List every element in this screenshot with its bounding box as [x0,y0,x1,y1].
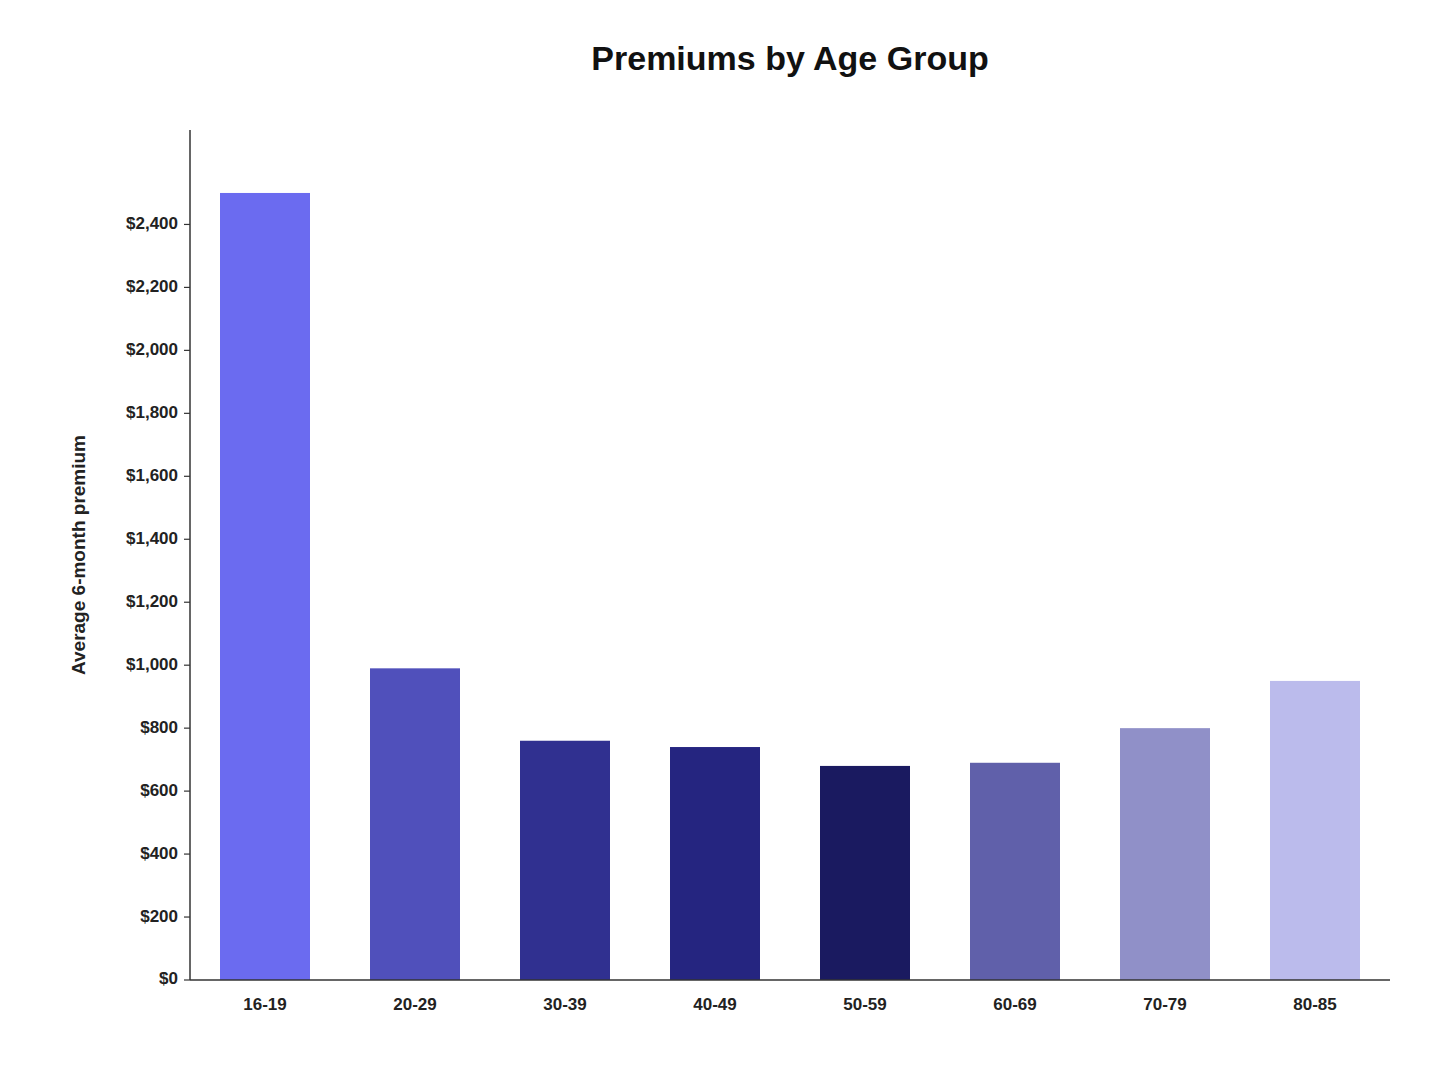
y-tick [184,665,190,666]
x-tick-label: 50-59 [843,995,886,1014]
y-tick-label: $1,800 [126,403,178,422]
bar [1270,681,1360,980]
chart: $0 $200 $400 $600 $800 $1,000 $1,200 $1,400 $1,6… [0,0,1440,1080]
y-tick-label: $1,200 [126,592,178,611]
y-tick-label: $800 [140,718,178,737]
y-tick [184,979,190,980]
x-axis-line [190,979,1390,981]
y-tick-label: $0 [159,969,178,988]
y-tick-label: $2,400 [126,214,178,233]
x-tick-label: 80-85 [1293,995,1336,1014]
y-tick [184,539,190,540]
x-tick-label: 60-69 [993,995,1036,1014]
y-tick-label: $600 [140,781,178,800]
y-tick [184,602,190,603]
bar [820,766,910,980]
bar [970,763,1060,980]
y-tick-label: $200 [140,907,178,926]
x-tick-label: 16-19 [243,995,286,1014]
y-tick-label: $2,200 [126,277,178,296]
y-tick-label: $1,000 [126,655,178,674]
y-tick [184,916,190,917]
bar [520,741,610,980]
y-tick-label: $2,000 [126,340,178,359]
background [0,0,1440,1080]
y-tick-label: $1,600 [126,466,178,485]
y-tick [184,853,190,854]
y-tick [184,728,190,729]
bars [220,193,1360,980]
y-tick [184,413,190,414]
y-tick [184,224,190,225]
y-tick [184,350,190,351]
bar [220,193,310,980]
bar [370,668,460,980]
x-tick-label: 30-39 [543,995,586,1014]
y-axis-line [189,130,191,980]
x-tick-label: 70-79 [1143,995,1186,1014]
title: Premiums by Age Group [591,39,988,77]
y-axis-label: Average 6-month premium [68,435,89,675]
y-tick [184,476,190,477]
bar [1120,728,1210,980]
bar [670,747,760,980]
y-tick-label: $1,400 [126,529,178,548]
x-tick-label: 20-29 [393,995,436,1014]
x-tick-label: 40-49 [693,995,736,1014]
y-tick-label: $400 [140,844,178,863]
axes: $0 $200 $400 $600 $800 $1,000 $1,200 $1,400 $1,6… [126,130,1390,1014]
y-tick [184,287,190,288]
y-tick [184,791,190,792]
